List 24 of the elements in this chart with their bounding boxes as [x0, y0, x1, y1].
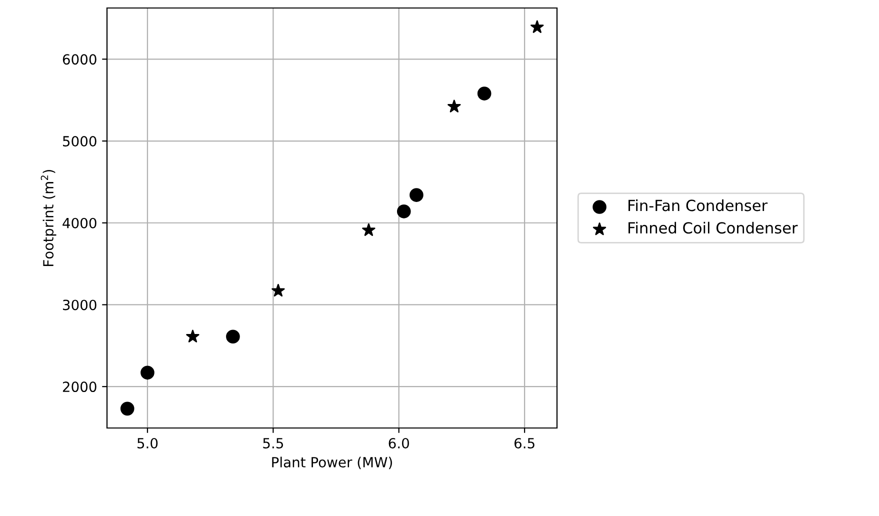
point	[410, 188, 424, 202]
x-axis-title: Plant Power (MW)	[272, 456, 392, 470]
x-tick-label: 5.0	[138, 438, 158, 448]
x-tick-label: 5.5	[263, 438, 284, 448]
y-axis-title: Footprint (m$^{2}$)	[40, 170, 56, 266]
point	[140, 366, 154, 380]
y-tick-label: 4000	[62, 218, 96, 228]
point	[186, 330, 200, 342]
point	[396, 204, 411, 218]
point	[120, 402, 134, 416]
legend-label: Finned Coil Condenser	[628, 222, 798, 234]
point	[448, 100, 461, 112]
point	[362, 223, 376, 236]
y-tick-label: 6000	[62, 54, 96, 65]
x-tick-label: 6.5	[514, 438, 534, 448]
point	[477, 86, 492, 100]
point	[272, 284, 285, 297]
y-tick-label: 5000	[63, 136, 96, 146]
y-tick-label: 3000	[62, 300, 96, 310]
point	[530, 20, 544, 33]
legend-label: Fin-Fan Condenser	[628, 199, 768, 212]
x-tick-label: 6.0	[388, 438, 409, 448]
y-tick-label: 2000	[62, 382, 96, 392]
point	[226, 330, 240, 344]
